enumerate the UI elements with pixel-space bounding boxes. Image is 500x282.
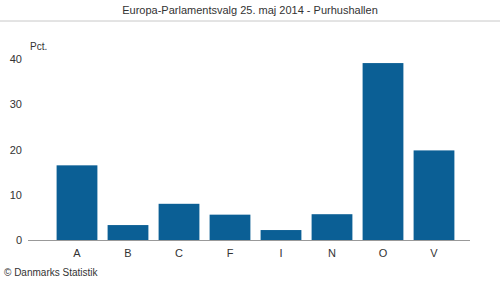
x-tick-label: I [279, 247, 282, 259]
y-tick-label: 20 [10, 144, 22, 156]
y-tick-label: 40 [10, 53, 22, 65]
y-tick-label: 0 [16, 234, 22, 246]
bar [312, 214, 353, 240]
bar [363, 63, 404, 240]
bar [414, 150, 455, 240]
x-tick-label: A [73, 247, 81, 259]
x-axis-line [28, 240, 470, 241]
x-tick-label: C [175, 247, 183, 259]
chart-container: Europa-Parlamentsvalg 25. maj 2014 - Pur… [0, 0, 500, 282]
x-tick-label: B [124, 247, 131, 259]
y-tick-label: 30 [10, 98, 22, 110]
bar [210, 215, 251, 240]
bars [57, 63, 455, 240]
bar [159, 204, 200, 240]
y-axis-label: Pct. [30, 41, 47, 52]
x-tick-label: N [328, 247, 336, 259]
chart-svg: Europa-Parlamentsvalg 25. maj 2014 - Pur… [0, 0, 500, 282]
title-rule [0, 21, 500, 22]
bar [57, 165, 98, 240]
x-tick-label: V [430, 247, 438, 259]
source: © Danmarks Statistik [4, 267, 99, 278]
bar [108, 225, 149, 240]
y-tick-label: 10 [10, 189, 22, 201]
x-tick-label: O [379, 247, 388, 259]
title: Europa-Parlamentsvalg 25. maj 2014 - Pur… [122, 4, 378, 16]
bar [261, 230, 302, 240]
x-tick-label: F [227, 247, 234, 259]
background [0, 0, 500, 282]
